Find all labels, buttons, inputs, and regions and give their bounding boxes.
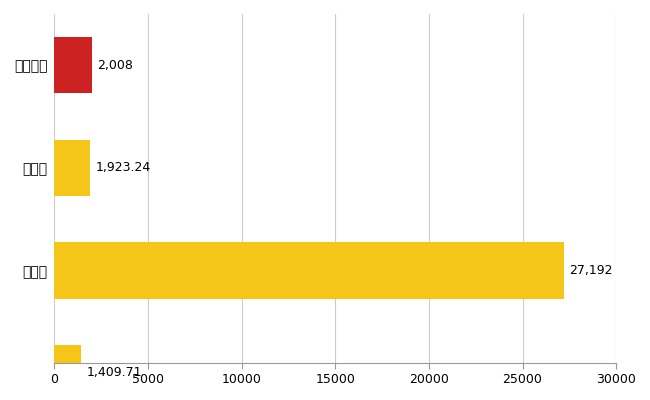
Text: 27,192: 27,192 [569, 264, 613, 277]
Bar [55, 140, 90, 196]
Bar [55, 37, 92, 93]
Text: 2,008: 2,008 [98, 59, 133, 72]
Bar [55, 345, 81, 400]
Bar [55, 242, 564, 298]
Text: 1,923.24: 1,923.24 [96, 161, 151, 174]
Text: 1,409.71: 1,409.71 [86, 366, 142, 380]
